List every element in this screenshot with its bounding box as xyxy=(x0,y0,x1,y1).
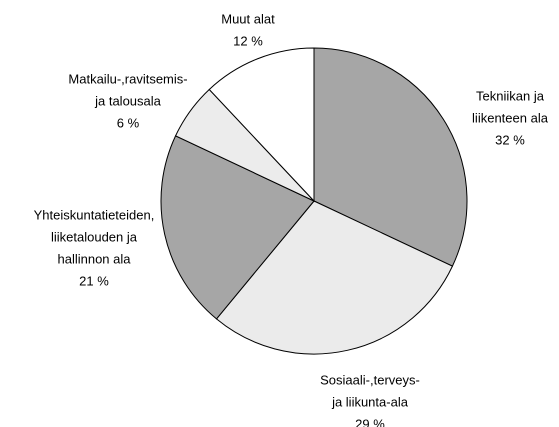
slice-label: ja liikunta-ala xyxy=(331,394,409,409)
value-label: 29 % xyxy=(355,416,385,427)
slice-label: liikenteen ala xyxy=(472,110,549,125)
pie-slice xyxy=(160,135,315,320)
slice-label: Matkailu-,ravitsemis- xyxy=(68,71,187,86)
value-label: 12 % xyxy=(233,33,263,48)
value-label: 21 % xyxy=(79,273,109,288)
slice-label: Tekniikan ja xyxy=(476,88,545,103)
pie-slice xyxy=(215,200,454,355)
slice-label: liiketalouden ja xyxy=(51,229,138,244)
pie-slice xyxy=(313,47,468,267)
slice-label: Muut alat xyxy=(221,11,275,26)
value-label: 6 % xyxy=(117,115,140,130)
slice-label: Sosiaali-,terveys- xyxy=(320,372,420,387)
slice-label: Yhteiskuntatieteiden, xyxy=(34,207,155,222)
slice-label: hallinnon ala xyxy=(57,251,131,266)
value-label: 32 % xyxy=(495,132,525,147)
pie-slice xyxy=(208,47,315,203)
slice-label: ja talousala xyxy=(94,93,162,108)
